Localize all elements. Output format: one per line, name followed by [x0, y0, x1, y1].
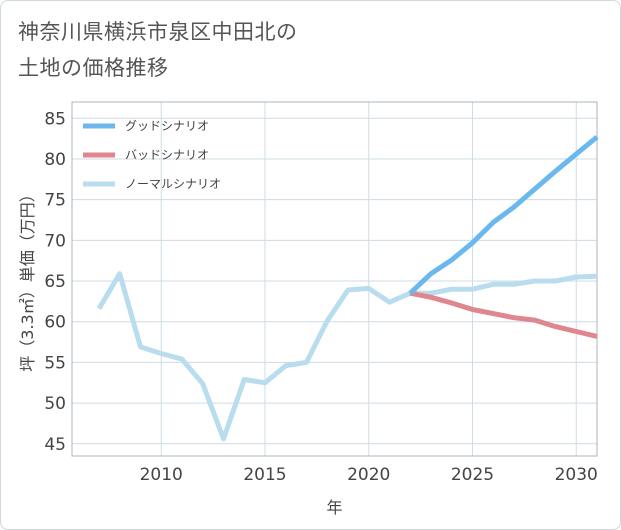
series-line-good [408, 135, 599, 296]
grid-lines [72, 102, 597, 456]
y-tick-label: 70 [44, 231, 66, 251]
y-tick-label: 75 [44, 191, 66, 211]
series-lines [96, 135, 599, 442]
y-axis-label: 坪（3.3㎡）単価（万円） [18, 186, 37, 371]
chart-title: 神奈川県横浜市泉区中田北の 土地の価格推移 [18, 14, 298, 86]
y-tick-labels: 45 50 55 60 65 70 75 80 85 [44, 109, 66, 455]
x-tick-label: 2010 [140, 465, 183, 485]
x-tick-label: 2015 [243, 465, 286, 485]
y-tick-label: 80 [44, 150, 66, 170]
legend-label-good: グッドシナリオ [125, 119, 209, 133]
y-tick-label: 65 [44, 272, 66, 292]
y-tick-label: 45 [44, 435, 66, 455]
y-tick-label: 50 [44, 394, 66, 414]
series-line-normal [96, 271, 598, 442]
y-tick-label: 60 [44, 313, 66, 333]
plot-frame [71, 101, 598, 457]
legend-label-normal: ノーマルシナリオ [125, 177, 221, 191]
x-tick-labels: 2010 2015 2020 2025 2030 [140, 465, 598, 485]
y-tick-label: 55 [44, 353, 66, 373]
chart-title-line2: 土地の価格推移 [18, 56, 169, 80]
y-tick-label: 85 [44, 109, 66, 129]
x-tick-label: 2020 [347, 465, 390, 485]
series-line-bad [409, 290, 598, 339]
x-tick-label: 2025 [451, 465, 494, 485]
x-tick-label: 2030 [555, 465, 598, 485]
legend-label-bad: バッドシナリオ [125, 148, 209, 162]
chart-title-line1: 神奈川県横浜市泉区中田北の [18, 20, 298, 44]
x-axis-label: 年 [326, 498, 342, 517]
